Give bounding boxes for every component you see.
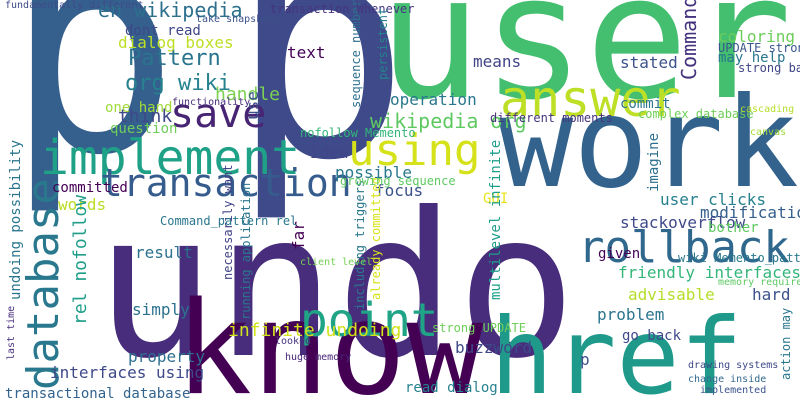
word: committed <box>52 180 128 196</box>
word: action may <box>779 308 793 380</box>
word: user <box>378 0 792 138</box>
word: idea <box>310 143 349 162</box>
word: think <box>118 106 172 127</box>
word: cascading effects <box>740 104 800 115</box>
word: one hand <box>105 100 172 116</box>
word: transaction Whenever <box>270 2 415 16</box>
word: coloring <box>718 27 795 46</box>
word: running application <box>239 183 253 320</box>
word: undo <box>95 170 577 400</box>
word: multilevel infinite <box>488 140 504 300</box>
word: advisable <box>628 285 715 304</box>
word: Command_pattern rel <box>160 214 297 228</box>
word: Pattern <box>128 46 221 71</box>
word: result <box>135 243 193 262</box>
word: en wikipedia <box>98 0 243 22</box>
word: persistent layer <box>376 0 390 80</box>
word: strong UPDATE <box>432 321 526 335</box>
word: friendly interfaces <box>618 263 800 282</box>
word: huge memory <box>285 352 351 363</box>
word: wiki Memento_pattern <box>678 251 800 265</box>
word: dont read <box>125 23 201 39</box>
word: buzzword <box>455 338 532 357</box>
word: sequence numbers <box>349 0 363 108</box>
word: question <box>110 121 177 137</box>
word: complex database <box>638 107 754 121</box>
word: strong based <box>738 61 800 75</box>
word: href <box>490 296 743 400</box>
word: hard <box>752 285 791 304</box>
word: memory requirements <box>718 277 800 288</box>
word: p <box>580 350 590 369</box>
word: drawing systems <box>688 360 778 371</box>
word: use <box>243 91 262 120</box>
word: imagine <box>646 133 662 192</box>
word: operation <box>390 90 477 109</box>
word: save <box>170 91 266 137</box>
word: far <box>289 221 308 250</box>
word: canvas <box>750 127 786 138</box>
word: change inside <box>688 374 766 385</box>
word: focus <box>375 181 423 200</box>
word: words <box>58 195 106 214</box>
word: Command <box>677 0 701 80</box>
word: commit <box>620 96 671 112</box>
word: modification <box>700 203 800 222</box>
word: wikipedia org <box>370 109 527 133</box>
word: handle <box>215 84 280 105</box>
word: already committed <box>369 177 383 300</box>
word: rel nofollow <box>70 195 91 325</box>
word: dialog boxes <box>118 33 234 52</box>
word: including triggers <box>353 180 367 310</box>
word: transaction <box>100 161 352 205</box>
word: p <box>230 0 411 226</box>
word: undoing possibility <box>8 140 24 300</box>
word: interfaces using <box>50 363 204 382</box>
word: implemented <box>700 385 766 396</box>
word: different moments <box>490 111 613 125</box>
word: stackoverflow <box>620 213 746 232</box>
word: bother <box>708 220 759 236</box>
word: means <box>473 52 521 71</box>
word: answer <box>500 70 681 128</box>
word: last time <box>6 306 17 360</box>
word: UPDATE strong <box>718 41 800 55</box>
word: simply <box>132 300 190 319</box>
word: user clicks <box>660 190 766 209</box>
word: may help <box>718 50 785 66</box>
word: given <box>598 246 640 262</box>
word: read dialog <box>405 380 498 396</box>
word: necessarily want <box>221 164 235 280</box>
word: looked <box>275 336 311 347</box>
word: client level <box>300 257 372 268</box>
word: implement <box>40 130 300 186</box>
word: take snapshots <box>196 14 280 25</box>
word: using <box>348 125 480 176</box>
word: p <box>5 0 180 219</box>
word: text <box>287 43 326 62</box>
word: work <box>498 71 799 216</box>
word: know <box>175 275 484 400</box>
word: infinite undoing <box>228 320 401 341</box>
word: nofollow Memento <box>300 126 416 140</box>
word: database <box>18 178 69 390</box>
word: transactional database <box>5 386 190 400</box>
word: functionality <box>172 97 250 108</box>
word: point <box>300 293 438 347</box>
word: possible <box>335 163 412 182</box>
word: rollback <box>578 222 790 273</box>
word: go back <box>622 328 682 344</box>
word: org wiki <box>125 71 231 96</box>
word: GUI <box>483 191 508 207</box>
word: growing sequence <box>340 174 456 188</box>
word: problem <box>597 305 664 324</box>
word: stated <box>620 53 678 72</box>
word: property <box>128 347 205 366</box>
word: fundamentally different <box>5 0 143 11</box>
